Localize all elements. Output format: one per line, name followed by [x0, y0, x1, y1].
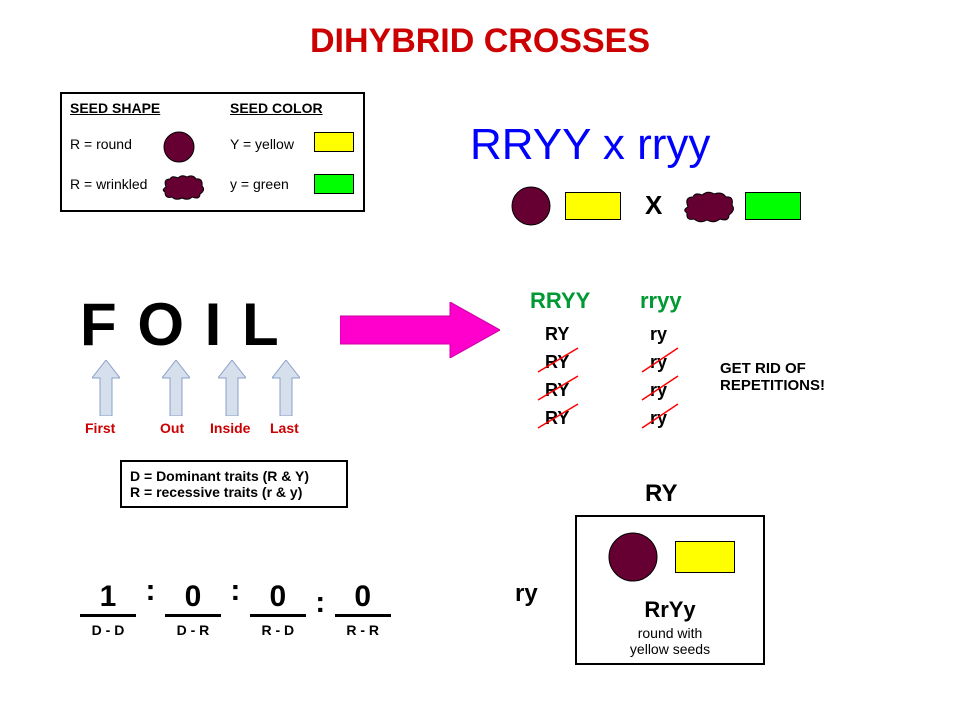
ratio-sep: :: [140, 574, 160, 608]
punnett-pheno2: yellow seeds: [577, 641, 763, 657]
foil-letters: F O I L: [80, 290, 281, 359]
parent1-yellow-icon: [565, 192, 621, 220]
punnett-pheno1: round with: [577, 625, 763, 641]
legend-h2: SEED COLOR: [230, 100, 323, 116]
ratio-n: 1: [80, 580, 136, 617]
legend-box: SEED SHAPE SEED COLOR R = round Y = yell…: [60, 92, 365, 212]
parent2-wrinkled-icon: [680, 188, 736, 226]
ratio-n: 0: [250, 580, 306, 617]
swatch-green-icon: [314, 174, 354, 194]
foil-arrow-icon: [162, 360, 190, 416]
parent1-round-icon: [510, 185, 552, 227]
trait-key-l1: D = Dominant traits (R & Y): [130, 468, 338, 484]
foil-arrow-icon: [272, 360, 300, 416]
punnett-genotype: RrYy: [577, 597, 763, 623]
parent2-green-icon: [745, 192, 801, 220]
gamete-p2-header: rryy: [640, 288, 682, 314]
foil-label-out: Out: [160, 420, 184, 436]
swatch-yellow-icon: [314, 132, 354, 152]
ratio-label: D - R: [165, 622, 221, 638]
ratio-label: R - D: [250, 622, 306, 638]
foil-label-last: Last: [270, 420, 299, 436]
cross-expression: RRYY x rryy: [470, 120, 710, 170]
ratio-block: 1 : 0 : 0 : 0: [80, 580, 391, 617]
foil-arrow-icon: [218, 360, 246, 416]
ratio-sep: :: [225, 574, 245, 608]
repetition-note: GET RID OF REPETITIONS!: [720, 360, 890, 394]
legend-r1a: R = round: [70, 136, 132, 152]
repetition-slash-icon: [530, 320, 700, 440]
big-arrow-icon: [340, 302, 500, 358]
foil-arrow-icon: [92, 360, 120, 416]
ratio-label: D - D: [80, 622, 136, 638]
seed-round-icon: [162, 130, 196, 164]
punnett-row-label: ry: [515, 580, 538, 608]
legend-r1b: Y = yellow: [230, 136, 294, 152]
punnett-col-label: RY: [645, 480, 677, 508]
foil-label-first: First: [85, 420, 115, 436]
seed-wrinkled-icon: [160, 172, 206, 202]
page-title: DIHYBRID CROSSES: [0, 22, 960, 61]
cross-x-label: X: [645, 190, 662, 221]
foil-label-inside: Inside: [210, 420, 250, 436]
legend-h1: SEED SHAPE: [70, 100, 160, 116]
ratio-labels: D - D D - R R - D R - R: [80, 622, 391, 640]
legend-r2b: y = green: [230, 176, 289, 192]
punnett-seed-icon: [607, 531, 659, 583]
punnett-yellow-icon: [675, 541, 735, 573]
legend-r2a: R = wrinkled: [70, 176, 147, 192]
ratio-n: 0: [335, 580, 391, 617]
gamete-p1-header: RRYY: [530, 288, 590, 314]
ratio-n: 0: [165, 580, 221, 617]
punnett-cell: RrYy round with yellow seeds: [575, 515, 765, 665]
ratio-label: R - R: [335, 622, 391, 638]
trait-key-l2: R = recessive traits (r & y): [130, 484, 338, 500]
ratio-sep: :: [310, 586, 330, 620]
trait-key-box: D = Dominant traits (R & Y) R = recessiv…: [120, 460, 348, 508]
